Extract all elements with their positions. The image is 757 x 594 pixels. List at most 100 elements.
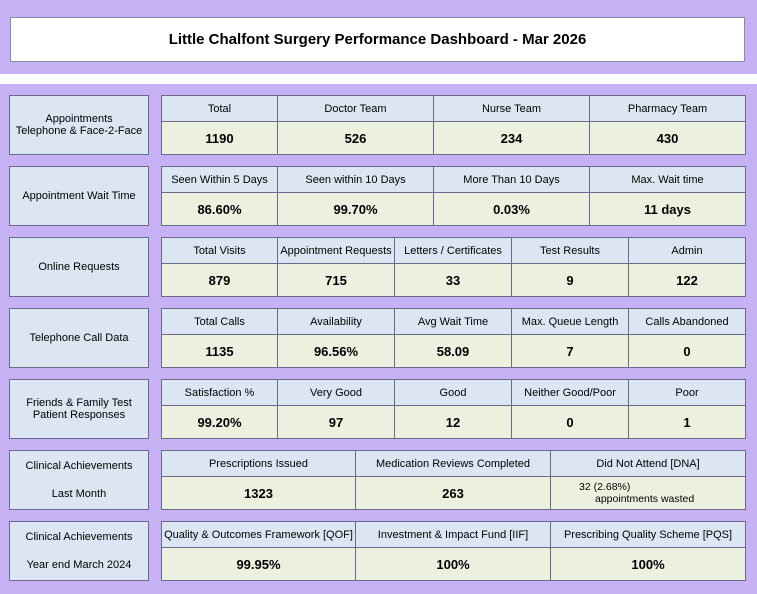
column-header: More Than 10 Days [433,166,590,193]
column-header: Very Good [277,379,395,406]
value-line: appointments wasted [595,493,695,505]
value-text: 122 [676,272,698,288]
header-text: Seen Within 5 Days [171,173,268,186]
header-text: Seen within 10 Days [305,173,406,186]
metric-value: 32 (2.68%) appointments wasted [550,476,746,510]
column-header: Neither Good/Poor [511,379,629,406]
section-label: Clinical Achievements Year end March 2024 [9,521,149,581]
value-text: 1323 [244,485,273,501]
value-text: 1190 [205,130,234,146]
column-header: Max. Queue Length [511,308,629,335]
column-header: Medication Reviews Completed [355,450,551,477]
section-label: Clinical Achievements Last Month [9,450,149,510]
column-header: Letters / Certificates [394,237,512,264]
metric-value: 11 days [589,192,746,226]
value-text: 100% [631,556,665,572]
value-text: 234 [500,130,523,146]
divider [0,74,757,84]
column-header: Quality & Outcomes Framework [QOF] [161,521,356,548]
column-header: Poor [628,379,746,406]
metric-value: 0.03% [433,192,590,226]
metric-value: 96.56% [277,334,395,368]
header-text: Letters / Certificates [404,244,502,257]
value-text: 99.20% [197,414,242,430]
header-text: Medication Reviews Completed [375,457,531,470]
section-label: Appointment Wait Time [9,166,149,226]
header-text: Test Results [540,244,600,257]
column-header: Doctor Team [277,95,434,122]
header-text: Investment & Impact Fund [IIF] [377,528,529,541]
column-header: Calls Abandoned [628,308,746,335]
column-header: Nurse Team [433,95,590,122]
label-line: Appointments [45,113,113,125]
header-text: Prescriptions Issued [208,457,309,470]
value-line: 32 (2.68%) [579,481,631,493]
value-text: 1135 [205,343,234,359]
column-header: Admin [628,237,746,264]
column-header: Did Not Attend [DNA] [550,450,746,477]
value-text: 12 [445,414,461,430]
column-header: Max. Wait time [589,166,746,193]
metric-value: 430 [589,121,746,155]
metric-value: 1190 [161,121,278,155]
column-header: Test Results [511,237,629,264]
label-line: Patient Responses [32,409,126,421]
label-line: Telephone & Face-2-Face [15,125,143,137]
label-line: Online Requests [38,261,120,273]
column-header: Good [394,379,512,406]
section-label: Appointments Telephone & Face-2-Face [9,95,149,155]
header-text: Good [439,386,467,399]
column-header: Total [161,95,278,122]
metric-value: 9 [511,263,629,297]
section-label: Friends & Family Test Patient Responses [9,379,149,439]
header-text: Poor [675,386,699,399]
metric-value: 99.70% [277,192,434,226]
header-text: Total [207,102,232,115]
value-text: 99.70% [333,201,378,217]
label-line: Clinical Achievements [25,460,133,472]
metric-value: 12 [394,405,512,439]
metric-value: 58.09 [394,334,512,368]
value-text: 0 [566,414,574,430]
header-text: Admin [671,244,703,257]
value-text: 263 [442,485,464,501]
header-text: Max. Wait time [631,173,704,186]
header-text: Did Not Attend [DNA] [596,457,700,470]
label-line: Telephone Call Data [29,332,129,344]
header-text: Quality & Outcomes Framework [QOF] [164,528,353,541]
metric-value: 263 [355,476,551,510]
metric-value: 715 [277,263,395,297]
value-text: 7 [566,343,574,359]
metric-value: 1 [628,405,746,439]
header-text: Very Good [310,386,362,399]
value-text: 11 days [644,201,691,217]
header-text: Max. Queue Length [521,315,619,328]
value-text: 526 [344,130,367,146]
value-text: 58.09 [436,343,470,359]
value-text: 715 [325,272,347,288]
column-header: Seen Within 5 Days [161,166,278,193]
metric-value: 0 [628,334,746,368]
column-header: Appointment Requests [277,237,395,264]
value-text: 99.95% [236,556,281,572]
metric-value: 879 [161,263,278,297]
header-text: Total Calls [194,315,245,328]
metric-value: 1323 [161,476,356,510]
metric-value: 99.95% [161,547,356,581]
value-text: 0 [683,343,691,359]
label-line: Last Month [51,488,107,500]
metric-value: 122 [628,263,746,297]
column-header: Investment & Impact Fund [IIF] [355,521,551,548]
section-label: Online Requests [9,237,149,297]
value-text: 97 [328,414,344,430]
value-text: 100% [436,556,470,572]
column-header: Satisfaction % [161,379,278,406]
column-header: Availability [277,308,395,335]
column-header: Seen within 10 Days [277,166,434,193]
metric-value: 97 [277,405,395,439]
header-text: More Than 10 Days [463,173,560,186]
column-header: Avg Wait Time [394,308,512,335]
metric-value: 100% [550,547,746,581]
metric-value: 234 [433,121,590,155]
